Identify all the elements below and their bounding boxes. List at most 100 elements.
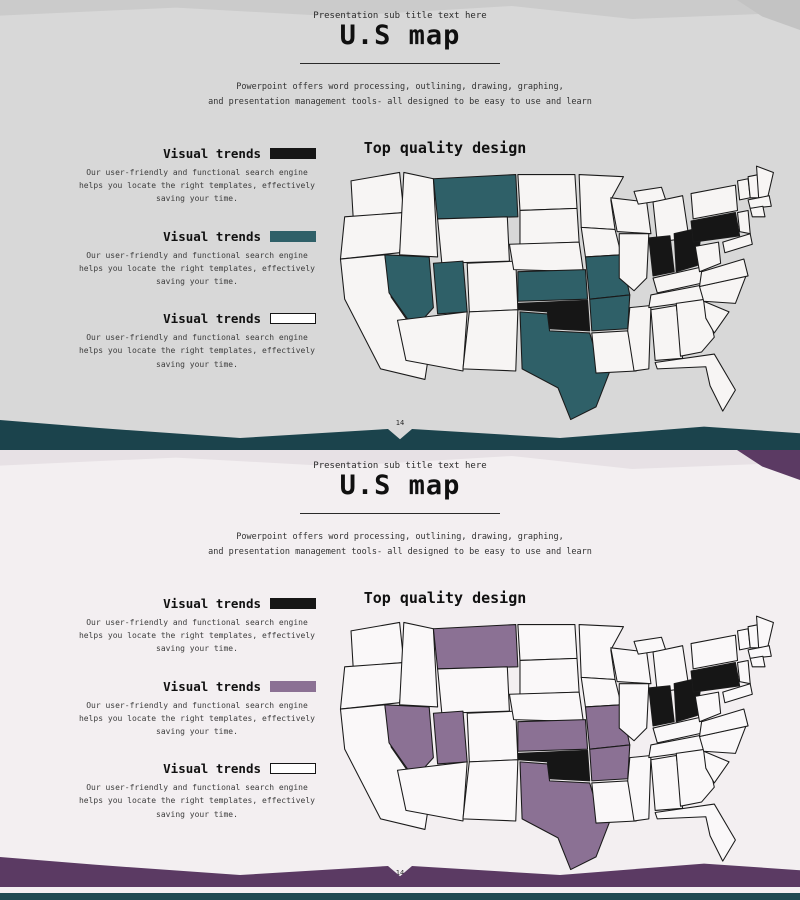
- state-NE: [508, 691, 584, 723]
- legend-swatch: [270, 230, 316, 242]
- state-NM: [462, 309, 519, 372]
- state-AZ: [396, 761, 468, 822]
- state-IA: [580, 676, 622, 708]
- slide-teal: Presentation sub title text here U.S map…: [0, 0, 800, 450]
- map-heading: Top quality design: [363, 139, 527, 157]
- legend-desc-line: saving your time.: [156, 194, 238, 204]
- legend-label: Visual trends: [163, 678, 261, 694]
- slide-subtitle: Presentation sub title text here: [313, 11, 487, 21]
- state-WV: [694, 241, 722, 273]
- state-NY: [690, 634, 739, 670]
- state-ID: [399, 621, 439, 708]
- state-PA: [690, 212, 741, 243]
- state-AZ: [396, 311, 468, 372]
- state-NE: [508, 241, 584, 273]
- legend-desc-line: Our user-friendly and functional search …: [86, 333, 308, 343]
- legend-desc-line: Our user-friendly and functional search …: [86, 618, 308, 627]
- state-VA: [698, 258, 749, 288]
- state-ND: [517, 624, 578, 661]
- legend-label: Visual trends: [163, 146, 261, 161]
- us-map: [339, 165, 774, 421]
- state-MD: [722, 683, 753, 704]
- legend-item: Visual trends Our user-friendly and func…: [78, 311, 316, 371]
- legend-label: Visual trends: [163, 228, 261, 244]
- slide-title: U.S map: [339, 470, 461, 501]
- map-heading: Top quality design: [363, 589, 527, 607]
- legend-description: Our user-friendly and functional search …: [78, 249, 316, 289]
- title-underline: [300, 63, 500, 64]
- legend-description: Our user-friendly and functional search …: [78, 616, 316, 656]
- state-ID: [399, 171, 439, 258]
- state-FL: [654, 353, 736, 412]
- legend-head: Visual trends: [78, 679, 316, 694]
- legend-head: Visual trends: [78, 311, 316, 326]
- legend-desc-line: saving your time.: [156, 809, 238, 819]
- legend-swatch: [270, 148, 316, 159]
- intro-line-2: and presentation management tools- all d…: [208, 547, 592, 558]
- state-SC: [703, 750, 730, 784]
- intro-line-2: and presentation management tools- all d…: [208, 97, 592, 108]
- slide-title: U.S map: [339, 20, 461, 51]
- slide-intro: Powerpoint offers word processing, outli…: [0, 80, 800, 111]
- state-OR: [339, 212, 405, 260]
- intro-line-1: Powerpoint offers word processing, outli…: [236, 82, 564, 92]
- state-MS: [627, 754, 652, 822]
- state-ME: [756, 615, 774, 651]
- legend-item: Visual trends Our user-friendly and func…: [78, 596, 316, 656]
- next-slide-edge: [0, 893, 800, 900]
- state-IN: [648, 685, 675, 727]
- state-NJ: [736, 659, 751, 685]
- legend-swatch: [270, 598, 316, 609]
- page-number: 14: [395, 869, 405, 877]
- state-SC: [703, 300, 730, 334]
- legend-item: Visual trends Our user-friendly and func…: [78, 146, 316, 206]
- legend-item: Visual trends Our user-friendly and func…: [78, 229, 316, 289]
- state-ND: [517, 174, 578, 211]
- legend-desc-line: saving your time.: [156, 276, 238, 286]
- state-IL: [618, 233, 650, 292]
- legend-desc-line: helps you locate the right templates, ef…: [78, 713, 315, 723]
- legend-desc-line: Our user-friendly and functional search …: [86, 168, 308, 177]
- state-AR: [589, 744, 631, 782]
- legend-label: Visual trends: [163, 761, 261, 777]
- state-MT: [432, 174, 519, 220]
- legend-desc-line: helps you locate the right templates, ef…: [78, 346, 315, 356]
- legend-head: Visual trends: [78, 596, 316, 611]
- state-KS: [517, 269, 589, 302]
- page-number: 14: [395, 419, 405, 427]
- legend-desc-line: helps you locate the right templates, ef…: [78, 796, 315, 806]
- slide-intro: Powerpoint offers word processing, outli…: [0, 530, 800, 561]
- legend-desc-line: Our user-friendly and functional search …: [86, 700, 308, 710]
- state-CO: [466, 260, 519, 313]
- legend-swatch: [270, 680, 316, 692]
- legend-column: Visual trends Our user-friendly and func…: [78, 596, 316, 844]
- state-UT: [432, 710, 468, 765]
- legend-description: Our user-friendly and functional search …: [78, 331, 316, 371]
- state-MA: [747, 195, 772, 209]
- state-KS: [517, 719, 589, 752]
- legend-desc-line: Our user-friendly and functional search …: [86, 783, 308, 793]
- state-NY: [690, 184, 739, 220]
- state-CO: [466, 710, 519, 763]
- state-UT: [432, 260, 468, 315]
- legend-desc-line: saving your time.: [156, 726, 238, 736]
- legend-description: Our user-friendly and functional search …: [78, 166, 316, 206]
- state-PA: [690, 662, 741, 693]
- legend-description: Our user-friendly and functional search …: [78, 699, 316, 739]
- state-WY: [437, 216, 510, 264]
- title-underline: [300, 513, 500, 514]
- legend-description: Our user-friendly and functional search …: [78, 781, 316, 821]
- state-MT: [432, 624, 519, 670]
- intro-line-1: Powerpoint offers word processing, outli…: [236, 532, 564, 542]
- state-SD: [519, 657, 580, 695]
- state-IA: [580, 226, 622, 258]
- legend-desc-line: saving your time.: [156, 359, 238, 369]
- state-WI: [610, 197, 652, 235]
- state-MS: [627, 304, 652, 372]
- legend-desc-line: helps you locate the right templates, ef…: [78, 181, 315, 191]
- legend-head: Visual trends: [78, 229, 316, 244]
- state-CT: [749, 655, 766, 668]
- legend-swatch: [270, 313, 316, 325]
- legend-label: Visual trends: [163, 596, 261, 611]
